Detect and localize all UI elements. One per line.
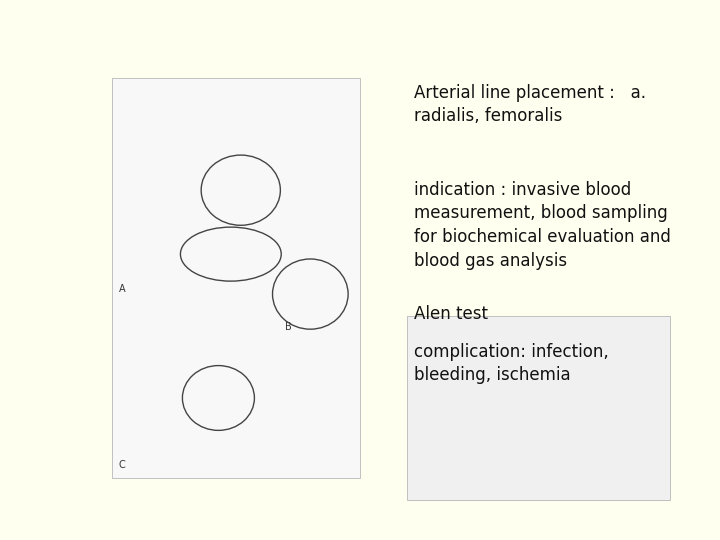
Text: B: B — [285, 322, 292, 332]
Text: A: A — [119, 284, 125, 294]
FancyBboxPatch shape — [112, 78, 360, 478]
Text: indication : invasive blood
measurement, blood sampling
for biochemical evaluati: indication : invasive blood measurement,… — [414, 181, 671, 269]
Text: C: C — [119, 460, 125, 470]
FancyBboxPatch shape — [407, 316, 670, 500]
Text: complication: infection,
bleeding, ischemia: complication: infection, bleeding, ische… — [414, 343, 608, 384]
Text: Arterial line placement :   a.
radialis, femoralis: Arterial line placement : a. radialis, f… — [414, 84, 646, 125]
Text: Alen test: Alen test — [414, 305, 488, 323]
